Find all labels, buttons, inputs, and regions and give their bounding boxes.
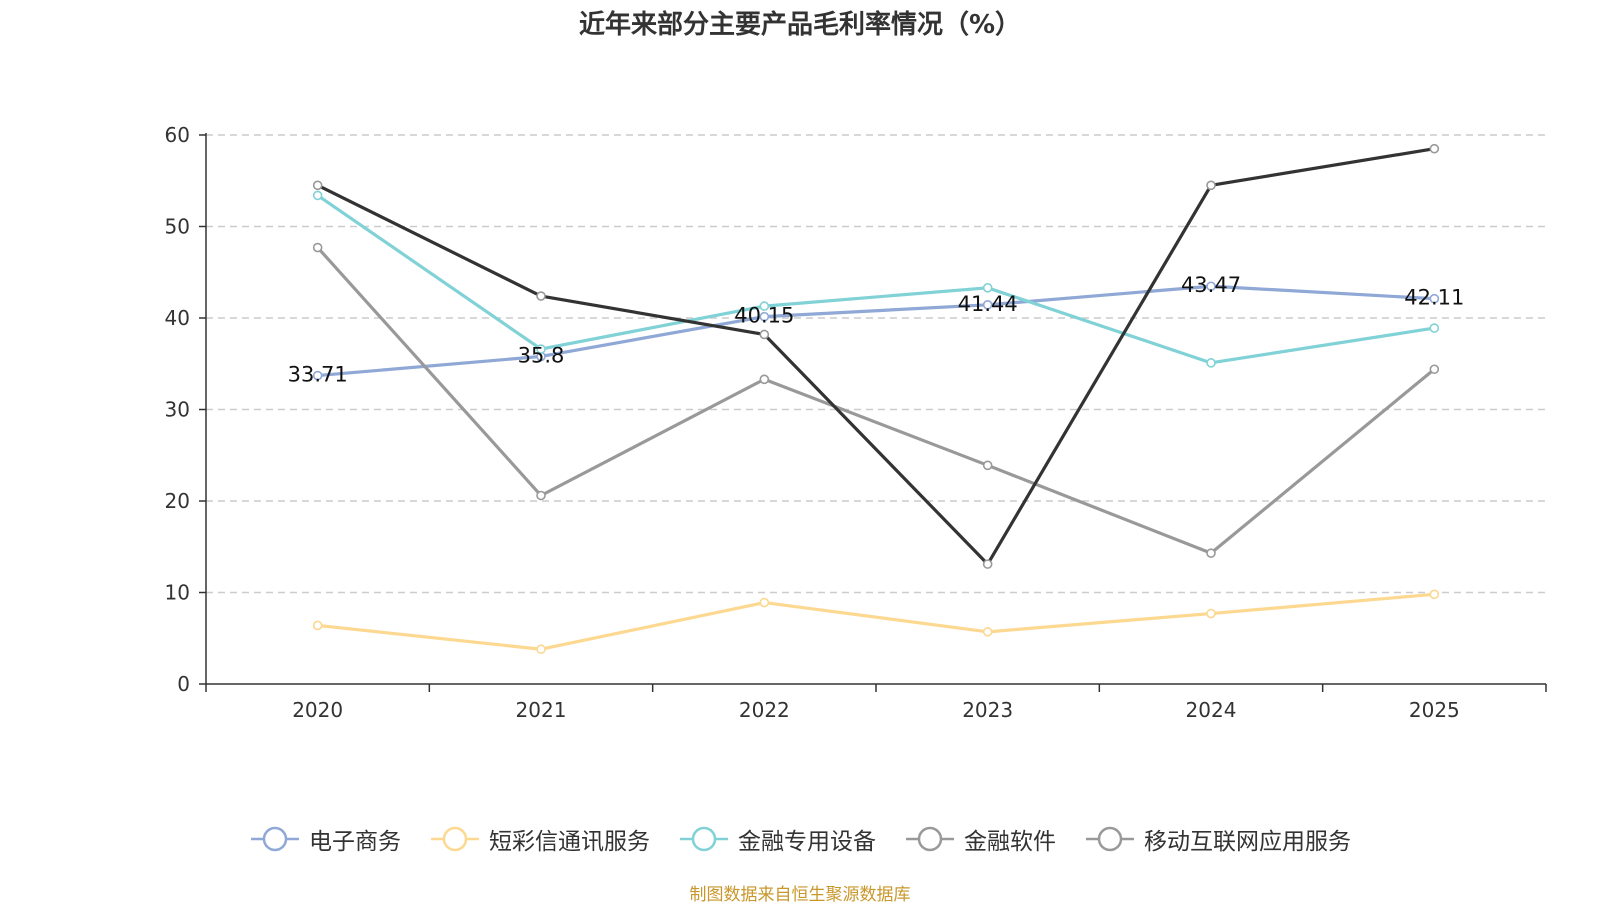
data-point[interactable] [759,301,770,311]
data-point[interactable] [982,627,993,637]
data-point[interactable] [1206,548,1216,558]
x-tick-label: 2021 [516,698,567,722]
legend-line-circle-icon [1086,826,1134,852]
data-point[interactable] [312,190,323,201]
data-label: 40.15 [734,304,794,328]
data-point[interactable] [1429,293,1440,304]
data-label: 33.71 [288,363,348,387]
series-line[interactable] [317,592,1435,651]
data-point[interactable] [982,460,993,471]
source-note: 制图数据来自恒生聚源数据库 [689,885,911,905]
series-lines [312,143,1440,655]
series-line[interactable] [316,194,1435,365]
data-point[interactable] [759,597,770,608]
data-point[interactable] [982,559,993,569]
legend-item[interactable]: 金融专用设备 [678,822,876,856]
x-tick-label: 2022 [739,698,790,722]
legend-label: 短彩信通讯服务 [489,829,650,855]
y-tick-label: 30 [165,398,190,422]
series-line[interactable] [317,284,1435,378]
legend-label: 电子商务 [309,829,401,855]
grid-lines [206,134,1546,594]
y-tick-label: 10 [165,581,190,605]
data-point[interactable] [1206,358,1216,368]
legend-line-circle-icon [680,826,728,852]
legend[interactable]: 电子商务 短彩信通讯服务 金融专用设备 金融软件 移动互联网应用服务 [0,822,1600,856]
data-point[interactable] [759,311,770,322]
legend-item[interactable]: 短彩信通讯服务 [429,822,650,856]
y-tick-label: 50 [165,215,190,239]
data-labels: 33.71 35.8 40.15 41.44 43.47 42.11 [288,273,1465,386]
data-point[interactable] [1206,180,1216,191]
data-label: 43.47 [1181,273,1241,297]
chart-title: 近年来部分主要产品毛利率情况（%） [578,10,1022,40]
data-point[interactable] [536,644,546,655]
series-1 [312,589,1440,655]
data-point[interactable] [536,291,546,301]
series-line[interactable] [316,147,1435,566]
series-4 [312,143,1440,569]
series-3 [312,242,1440,558]
data-point[interactable] [759,374,770,385]
y-tick-label: 60 [165,123,190,147]
series-0 [312,281,1440,381]
data-point[interactable] [536,344,546,354]
legend-item[interactable]: 金融软件 [904,822,1056,856]
legend-item[interactable]: 移动互联网应用服务 [1084,822,1351,856]
legend-label: 金融专用设备 [738,829,876,855]
x-tick-label: 2025 [1409,698,1460,722]
data-point[interactable] [536,490,546,501]
data-point[interactable] [1429,364,1440,375]
data-point[interactable] [312,242,323,253]
data-label: 35.8 [518,343,565,367]
series-line[interactable] [316,246,1436,555]
data-point[interactable] [1206,608,1216,619]
data-point[interactable] [312,620,323,631]
data-point[interactable] [759,329,770,340]
x-tick-label: 2023 [962,698,1013,722]
data-point[interactable] [1429,589,1440,600]
data-point[interactable] [1206,281,1216,292]
legend-line-circle-icon [431,826,479,852]
legend-item[interactable]: 电子商务 [249,822,401,856]
data-point[interactable] [982,300,993,310]
data-point[interactable] [312,370,323,381]
legend-line-circle-icon [251,826,299,852]
legend-label: 金融软件 [964,829,1056,855]
legend-line-circle-icon [906,826,954,852]
y-tick-label: 0 [177,672,190,696]
y-tick-label: 40 [165,306,190,330]
data-point[interactable] [1429,143,1440,154]
x-tick-label: 2020 [292,698,343,722]
data-label: 41.44 [958,292,1018,316]
x-tick-label: 2024 [1186,698,1237,722]
data-point[interactable] [312,180,323,191]
legend-label: 移动互联网应用服务 [1144,829,1351,855]
axes: 0 10 20 30 40 50 60 2020 2021 2022 2023 2024 2025 [165,123,1547,722]
data-point[interactable] [982,283,993,293]
series-2 [312,190,1440,368]
data-label: 42.11 [1404,286,1464,310]
data-point[interactable] [1429,323,1440,333]
y-tick-label: 20 [165,489,190,513]
